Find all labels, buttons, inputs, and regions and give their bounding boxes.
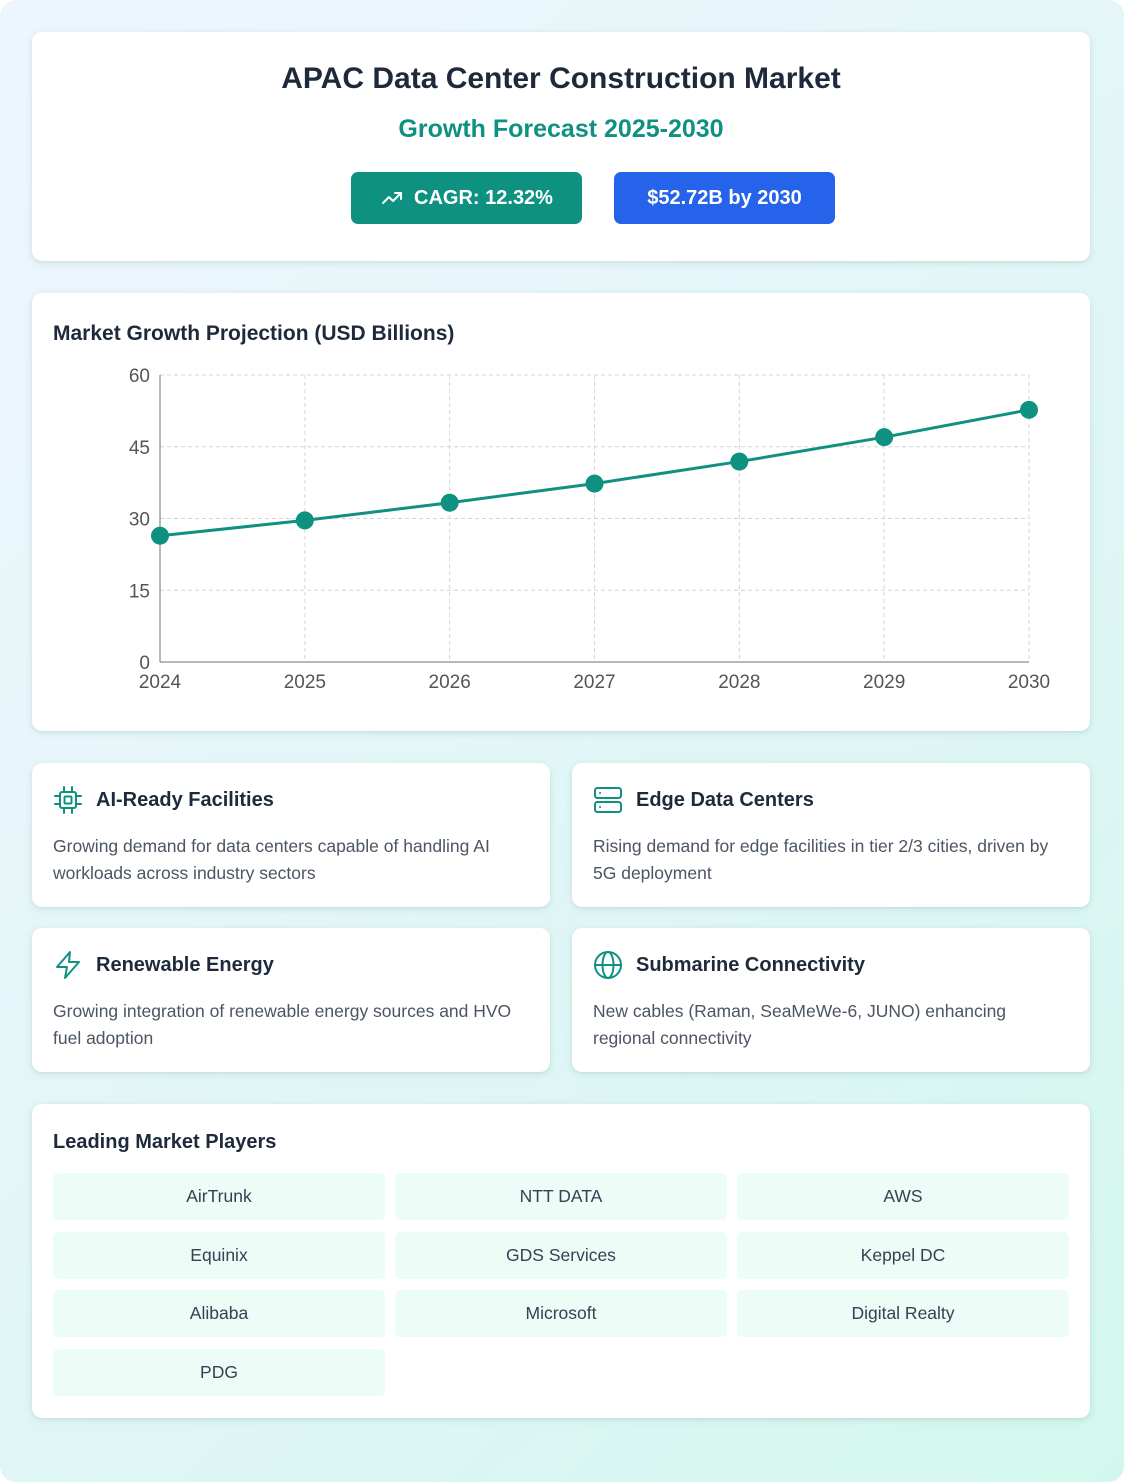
feature-title: Edge Data Centers	[636, 789, 814, 811]
data-point	[440, 493, 459, 512]
player-chip: AWS	[737, 1173, 1069, 1220]
player-chip: Equinix	[53, 1232, 385, 1279]
x-tick-label: 2030	[1008, 672, 1050, 693]
data-point	[295, 511, 314, 530]
feature-title: Submarine Connectivity	[636, 954, 865, 976]
cpu-chip-icon	[54, 786, 82, 814]
feature-card-edge: Edge Data Centers Rising demand for edge…	[572, 763, 1090, 907]
feature-description: Growing integration of renewable energy …	[53, 1001, 512, 1048]
player-chip: Alibaba	[53, 1290, 385, 1337]
chart-card: Market Growth Projection (USD Billions) …	[32, 293, 1090, 731]
feature-title: AI-Ready Facilities	[96, 789, 274, 811]
chart-title: Market Growth Projection (USD Billions)	[53, 322, 455, 345]
cagr-badge: CAGR: 12.32%	[351, 172, 582, 224]
feature-description: New cables (Raman, SeaMeWe-6, JUNO) enha…	[593, 1001, 1007, 1048]
trending-up-icon	[382, 192, 403, 204]
feature-description: Rising demand for edge facilities in tie…	[593, 836, 1049, 883]
feature-card-ai-ready: AI-Ready Facilities Growing demand for d…	[32, 763, 550, 907]
market-value-label: $52.72B by 2030	[647, 186, 802, 209]
player-chip: Digital Realty	[737, 1290, 1069, 1337]
y-tick-label: 45	[129, 438, 150, 459]
cagr-badge-label: CAGR: 12.32%	[414, 186, 553, 209]
data-point	[585, 474, 604, 493]
y-tick-label: 15	[129, 581, 150, 602]
page-subtitle: Growth Forecast 2025-2030	[398, 115, 724, 143]
player-chip: Microsoft	[395, 1290, 727, 1337]
x-tick-label: 2029	[863, 672, 905, 693]
player-chip: AirTrunk	[53, 1173, 385, 1220]
data-point	[875, 428, 894, 447]
feature-title: Renewable Energy	[96, 954, 274, 976]
data-point	[151, 526, 169, 545]
player-chip: NTT DATA	[395, 1173, 727, 1220]
server-icon	[594, 787, 622, 813]
x-tick-label: 2028	[718, 672, 760, 693]
data-point	[1020, 400, 1038, 419]
market-players-title: Leading Market Players	[53, 1131, 277, 1153]
market-value-badge: $52.72B by 2030	[614, 172, 835, 224]
y-tick-label: 60	[129, 366, 150, 387]
lightning-bolt-icon	[56, 951, 80, 979]
player-chip: GDS Services	[395, 1232, 727, 1279]
x-tick-label: 2024	[139, 672, 182, 693]
feature-card-renewable: Renewable Energy Growing integration of …	[32, 928, 550, 1072]
page-title: APAC Data Center Construction Market	[281, 62, 841, 95]
x-tick-label: 2027	[573, 672, 615, 693]
x-tick-label: 2026	[429, 672, 471, 693]
line-chart: 0 15 30 45 60 2024 2025 2026 2027 2028 2029 2030	[129, 366, 1050, 693]
player-chip: PDG	[53, 1349, 385, 1396]
data-point	[730, 452, 749, 471]
feature-card-submarine: Submarine Connectivity New cables (Raman…	[572, 928, 1090, 1072]
y-tick-label: 30	[129, 510, 150, 531]
x-tick-label: 2025	[284, 672, 326, 693]
feature-description: Growing demand for data centers capable …	[53, 836, 490, 883]
player-chip: Keppel DC	[737, 1232, 1069, 1279]
y-tick-label: 0	[139, 653, 150, 674]
header-card: APAC Data Center Construction Market Gro…	[32, 32, 1090, 261]
market-players-card: Leading Market Players AirTrunk NTT DATA…	[32, 1104, 1090, 1418]
globe-icon	[594, 951, 622, 979]
